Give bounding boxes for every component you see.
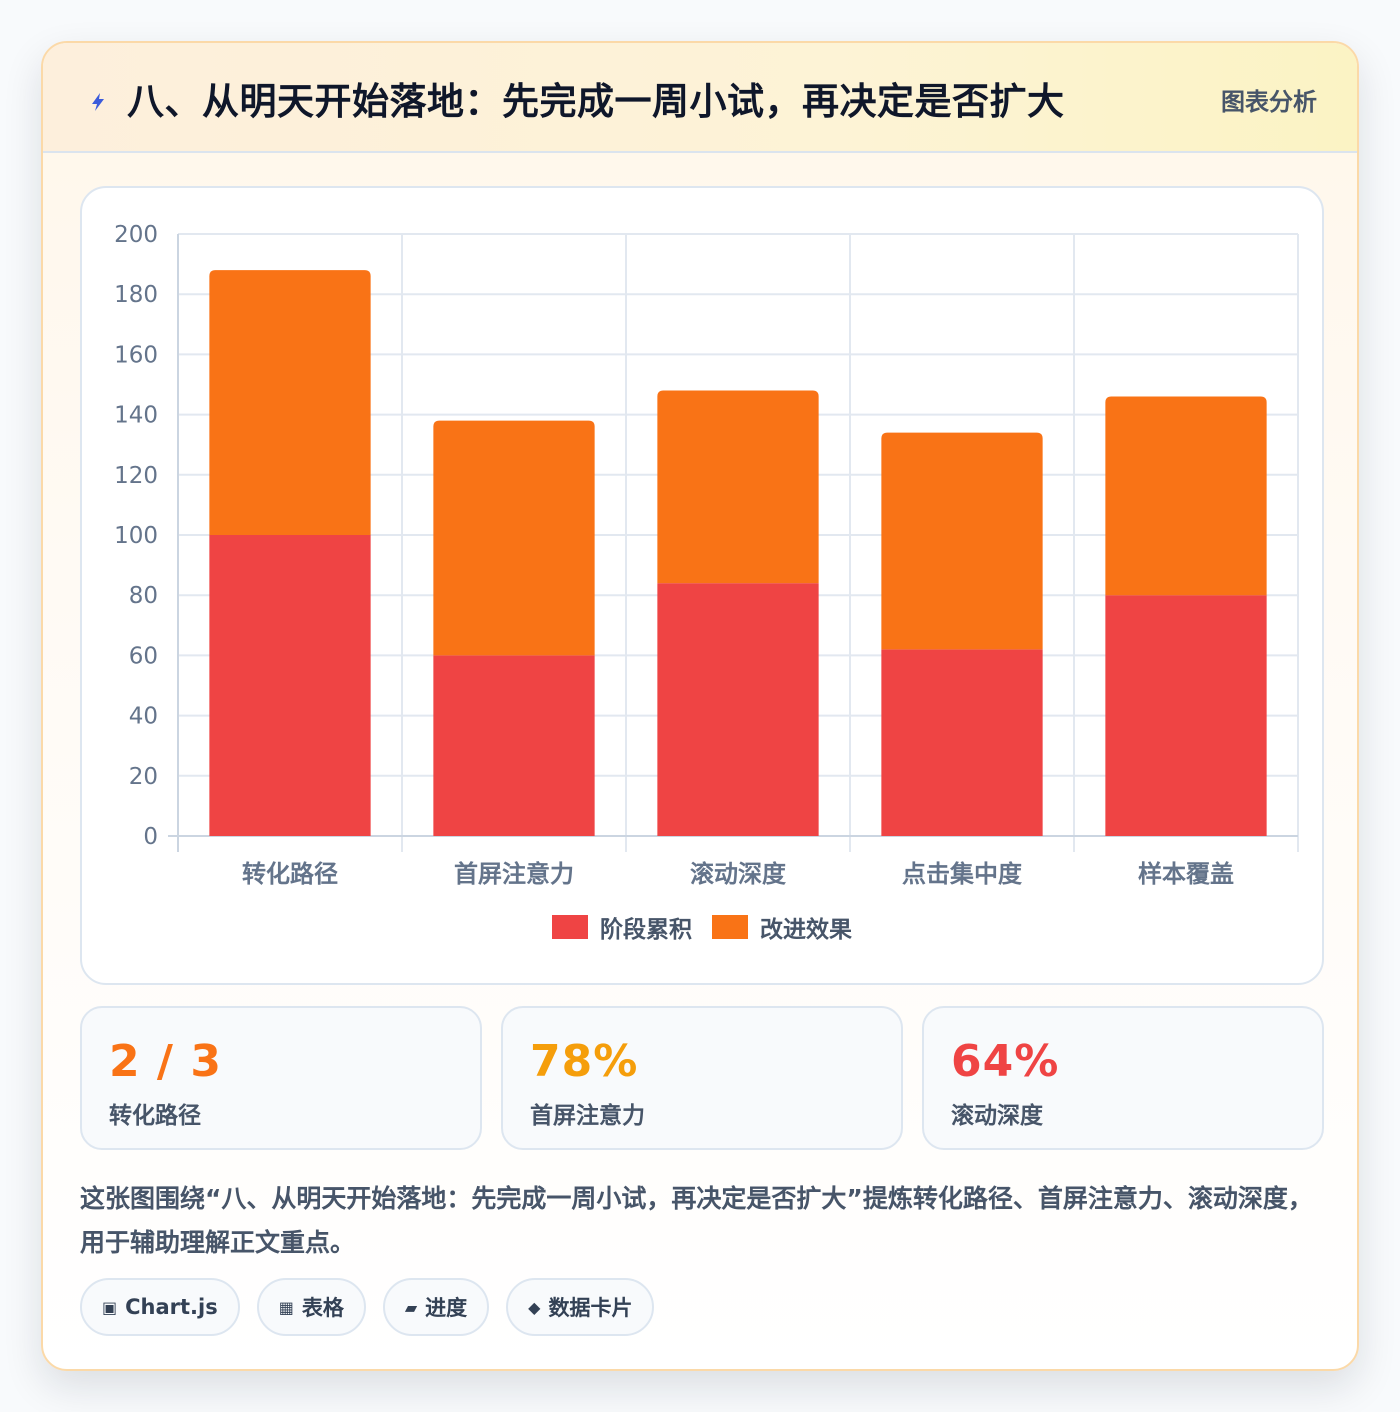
bar-segment-1 xyxy=(433,655,595,836)
stat-card-conversion: 2 / 3 转化路径 xyxy=(80,1006,482,1150)
chart-card: 八、从明天开始落地：先完成一周小试，再决定是否扩大 图表分析 0 20 40 60 80… xyxy=(41,41,1359,1371)
y-tick-label: 160 xyxy=(114,342,158,368)
legend-item-series-2[interactable]: 改进效果 xyxy=(712,910,852,944)
bar-segment-2 xyxy=(881,432,1043,650)
legend-swatch-series-2 xyxy=(712,915,748,939)
y-tick-label: 20 xyxy=(129,764,158,790)
progress-icon: ▰ xyxy=(404,1297,418,1317)
y-tick-label: 40 xyxy=(129,704,158,730)
stat-value: 78% xyxy=(530,1036,639,1087)
tag-label: 表格 xyxy=(301,1296,344,1320)
chart-description: 这张图围绕“八、从明天开始落地：先完成一周小试，再决定是否扩大”提炼转化路径、首… xyxy=(80,1184,1313,1257)
bar-segment-2 xyxy=(209,270,371,535)
chart-panel: 0 20 40 60 80 100 120 140 160 180 200 转化路径 首屏注意力 滚动深度… xyxy=(80,186,1324,985)
tag-label: Chart.js xyxy=(125,1295,218,1319)
card-header: 八、从明天开始落地：先完成一周小试，再决定是否扩大 图表分析 xyxy=(43,43,1357,153)
data-card-icon: ◆ xyxy=(528,1297,541,1317)
bar-segment-2 xyxy=(433,420,595,656)
chart-legend: 阶段累积 改进效果 xyxy=(82,910,1322,944)
bar-segment-1 xyxy=(209,535,371,836)
legend-swatch-series-1 xyxy=(552,915,588,939)
stat-label: 首屏注意力 xyxy=(530,1103,645,1129)
tag-progress[interactable]: ▰ 进度 xyxy=(382,1278,490,1336)
x-tick-label: 点击集中度 xyxy=(902,860,1023,888)
stat-value: 64% xyxy=(951,1036,1060,1087)
y-tick-label: 180 xyxy=(114,282,158,308)
y-tick-label: 80 xyxy=(129,583,158,609)
tag-list: ▣ Chart.js ▦ 表格 ▰ 进度 ◆ 数据卡片 xyxy=(80,1278,655,1336)
tag-label: 数据卡片 xyxy=(548,1296,633,1320)
stat-card-scroll: 64% 滚动深度 xyxy=(922,1006,1324,1150)
stacked-bar-chart: 0 20 40 60 80 100 120 140 160 180 200 转化路径 首屏注意力 滚动深度… xyxy=(114,222,1299,888)
table-icon: ▦ xyxy=(278,1297,294,1317)
y-tick-label: 60 xyxy=(129,643,158,669)
y-tick-label: 100 xyxy=(114,523,158,549)
stat-label: 转化路径 xyxy=(109,1103,201,1129)
tag-chartjs[interactable]: ▣ Chart.js xyxy=(80,1278,240,1336)
x-tick-label: 首屏注意力 xyxy=(454,860,574,888)
tag-table[interactable]: ▦ 表格 xyxy=(256,1278,366,1336)
lightning-icon xyxy=(92,93,104,111)
bar-segment-1 xyxy=(1105,595,1267,836)
tag-data-card[interactable]: ◆ 数据卡片 xyxy=(506,1278,655,1336)
y-tick-label: 120 xyxy=(114,463,158,489)
page-title: 八、从明天开始落地：先完成一周小试，再决定是否扩大 xyxy=(127,80,1065,123)
stat-label: 滚动深度 xyxy=(951,1103,1043,1129)
y-tick-label: 200 xyxy=(114,222,158,248)
stat-card-attention: 78% 首屏注意力 xyxy=(501,1006,903,1150)
legend-label-series-1: 阶段累积 xyxy=(600,917,692,943)
x-tick-label: 样本覆盖 xyxy=(1138,860,1234,888)
x-tick-label: 转化路径 xyxy=(242,860,338,888)
bar-segment-2 xyxy=(1105,396,1267,596)
stat-value: 2 / 3 xyxy=(109,1036,222,1087)
chart-analysis-tag: 图表分析 xyxy=(1221,88,1317,116)
y-tick-label: 0 xyxy=(143,824,158,850)
y-tick-label: 140 xyxy=(114,403,158,429)
bar-segment-1 xyxy=(657,583,819,836)
stat-cards: 2 / 3 转化路径 78% 首屏注意力 64% 滚动深度 xyxy=(80,1006,1324,1150)
tag-label: 进度 xyxy=(425,1296,468,1320)
bar-segment-1 xyxy=(881,649,1043,836)
legend-item-series-1[interactable]: 阶段累积 xyxy=(552,910,692,944)
bar-segment-2 xyxy=(657,390,819,584)
chart-icon: ▣ xyxy=(102,1297,118,1317)
legend-label-series-2: 改进效果 xyxy=(760,917,852,943)
x-tick-label: 滚动深度 xyxy=(690,860,787,888)
